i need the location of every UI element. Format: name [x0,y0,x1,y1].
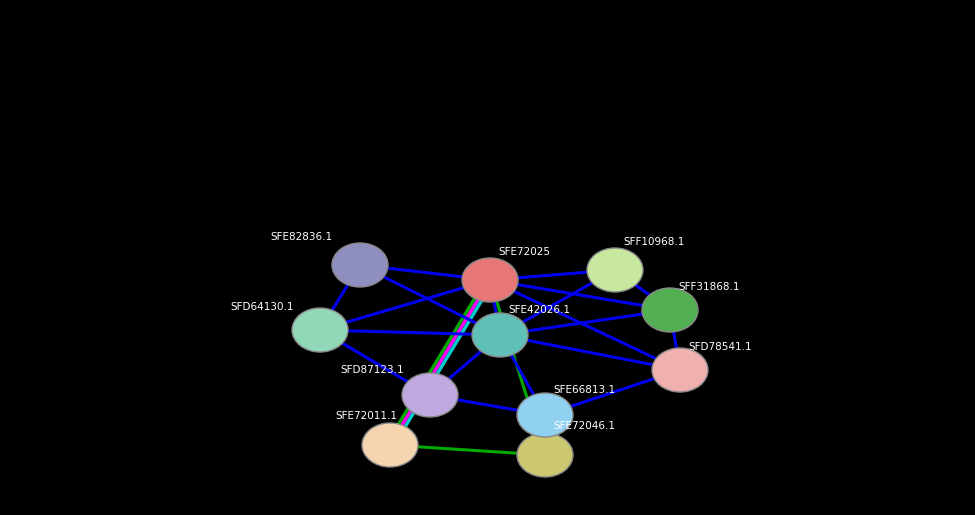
Ellipse shape [642,288,698,332]
Text: SFD87123.1: SFD87123.1 [340,365,404,375]
Text: SFD78541.1: SFD78541.1 [688,342,752,352]
Text: SFE66813.1: SFE66813.1 [553,385,615,395]
Ellipse shape [472,313,528,357]
Ellipse shape [332,243,388,287]
Ellipse shape [362,423,418,467]
Text: SFE72046.1: SFE72046.1 [553,421,615,431]
Text: SFE72025: SFE72025 [498,247,550,257]
Text: SFF10968.1: SFF10968.1 [623,237,684,247]
Ellipse shape [587,248,643,292]
Ellipse shape [402,373,458,417]
Text: SFE42026.1: SFE42026.1 [508,305,570,315]
Ellipse shape [652,348,708,392]
Ellipse shape [517,433,573,477]
Text: SFD64130.1: SFD64130.1 [230,302,293,312]
Text: SFF31868.1: SFF31868.1 [678,282,739,292]
Text: SFE82836.1: SFE82836.1 [270,232,332,242]
Ellipse shape [462,258,518,302]
Text: SFE72011.1: SFE72011.1 [335,411,397,421]
Ellipse shape [517,393,573,437]
Ellipse shape [292,308,348,352]
